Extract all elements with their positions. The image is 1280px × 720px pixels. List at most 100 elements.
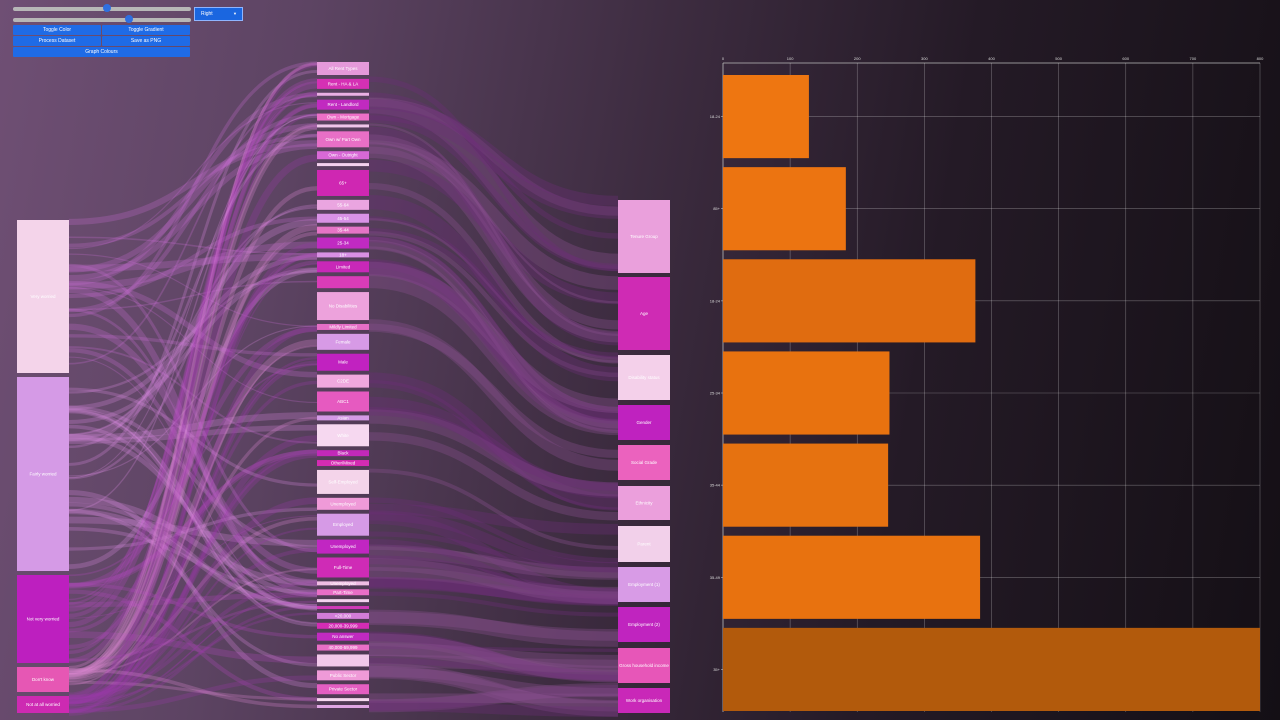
sankey-middle-node[interactable] (317, 513, 369, 536)
sankey-middle-label: Part-Time (333, 590, 353, 595)
toggle-gradient-button[interactable]: Toggle Gradient (102, 25, 190, 35)
sankey-left-node[interactable] (17, 220, 69, 373)
sankey-link (68, 326, 318, 589)
sankey-links (68, 61, 619, 717)
sankey-middle-node[interactable] (317, 124, 369, 128)
sankey-left-node[interactable] (17, 667, 69, 692)
sankey-link (368, 633, 619, 683)
sankey-middle-node[interactable] (317, 131, 369, 148)
sankey-link (368, 258, 619, 422)
sankey-link (68, 231, 318, 674)
process-dataset-button[interactable]: Process Dataset (13, 36, 101, 46)
sankey-middle-node[interactable] (317, 353, 369, 371)
sankey-middle-node[interactable] (317, 599, 369, 603)
sankey-link (68, 253, 318, 706)
sankey-left-node[interactable] (17, 575, 69, 663)
bar[interactable] (723, 443, 889, 527)
sankey-middle-node[interactable] (317, 252, 369, 258)
sankey-middle-node[interactable] (317, 113, 369, 121)
sankey-middle-node[interactable] (317, 581, 369, 586)
sankey-middle-node[interactable] (317, 151, 369, 160)
save-png-button[interactable]: Save as PNG (102, 36, 190, 46)
slider-2[interactable] (13, 15, 191, 23)
sankey-middle-node[interactable] (317, 62, 369, 75)
sankey-middle-node[interactable] (317, 606, 369, 610)
sankey-middle-node[interactable] (317, 589, 369, 596)
sankey-middle-node[interactable] (317, 261, 369, 273)
sankey-link (368, 468, 619, 550)
sankey-link (68, 123, 318, 273)
orientation-dropdown[interactable]: Right ▼ (194, 7, 243, 21)
sankey-middle-node[interactable] (317, 163, 369, 167)
sankey-left-node[interactable] (17, 696, 69, 713)
x-tick-label: 100 (787, 56, 794, 61)
sankey-link (68, 405, 318, 550)
sankey-middle-node[interactable] (317, 705, 369, 708)
sankey-link (68, 280, 318, 311)
sankey-middle-node[interactable] (317, 374, 369, 388)
sankey-middle-node[interactable] (317, 99, 369, 110)
slider-2-thumb[interactable] (124, 15, 133, 23)
sankey-middle-node[interactable] (317, 169, 369, 196)
sankey-middle-node[interactable] (317, 78, 369, 89)
sankey-middle-node[interactable] (317, 632, 369, 641)
sankey-right-node[interactable] (618, 526, 670, 562)
bar[interactable] (723, 259, 976, 343)
sankey-link (68, 83, 318, 628)
bar[interactable] (723, 75, 809, 159)
sankey-middle-node[interactable] (317, 698, 369, 702)
sankey-middle-node[interactable] (317, 415, 369, 421)
sankey-middle-node[interactable] (317, 323, 369, 330)
toggle-color-button[interactable]: Toggle Color (13, 25, 101, 35)
sankey-middle-node[interactable] (317, 670, 369, 681)
sankey-middle-node[interactable] (317, 292, 369, 321)
bar[interactable] (723, 167, 846, 251)
sankey-middle-node[interactable] (317, 460, 369, 467)
sankey-right-node[interactable] (618, 405, 670, 440)
sankey-middle-node[interactable] (317, 92, 369, 96)
sankey-middle-node[interactable] (317, 644, 369, 651)
sankey-right-label: Employment (2) (628, 622, 660, 627)
sankey-middle-node[interactable] (317, 391, 369, 412)
sankey-link (68, 134, 318, 449)
sankey-middle-node[interactable] (317, 237, 369, 249)
sankey-right-node[interactable] (618, 648, 670, 683)
slider-1-thumb[interactable] (103, 4, 112, 12)
sankey-middle-node[interactable] (317, 622, 369, 629)
graph-colours-button[interactable]: Graph Colours (13, 47, 190, 57)
sankey-middle-label: Public Sector (330, 673, 357, 678)
sankey-left-node[interactable] (17, 377, 69, 571)
sankey-right-node[interactable] (618, 486, 670, 520)
sankey-right-node[interactable] (618, 688, 670, 713)
sankey-middle-node[interactable] (317, 684, 369, 695)
sankey-middle-label: Black (337, 451, 349, 456)
chevron-down-icon: ▼ (233, 11, 237, 16)
sankey-middle-node[interactable] (317, 497, 369, 510)
sankey-right-node[interactable] (618, 445, 670, 480)
sankey-middle-node[interactable] (317, 612, 369, 619)
sankey-link (368, 511, 619, 601)
sankey-link (68, 605, 318, 714)
sankey-middle-node[interactable] (317, 199, 369, 210)
sankey-middle-node[interactable] (317, 557, 369, 578)
sankey-right-node[interactable] (618, 355, 670, 400)
sankey-right-node[interactable] (618, 200, 670, 273)
bar[interactable] (723, 351, 890, 435)
sankey-middle-node[interactable] (317, 539, 369, 554)
sankey-middle-node[interactable] (317, 469, 369, 494)
sankey-middle-node[interactable] (317, 226, 369, 234)
sankey-right-node[interactable] (618, 567, 670, 602)
bar[interactable] (723, 535, 981, 619)
bar[interactable] (723, 627, 1260, 711)
sankey-link (368, 236, 619, 414)
sankey-middle-node[interactable] (317, 654, 369, 667)
sankey-middle-node[interactable] (317, 424, 369, 447)
sankey-link (68, 409, 318, 627)
sankey-middle-node[interactable] (317, 450, 369, 457)
sankey-middle-node[interactable] (317, 333, 369, 350)
sankey-right-node[interactable] (618, 277, 670, 350)
sankey-middle-node[interactable] (317, 276, 369, 289)
sankey-right-node[interactable] (618, 607, 670, 642)
slider-1[interactable] (13, 4, 191, 12)
sankey-middle-node[interactable] (317, 213, 369, 223)
